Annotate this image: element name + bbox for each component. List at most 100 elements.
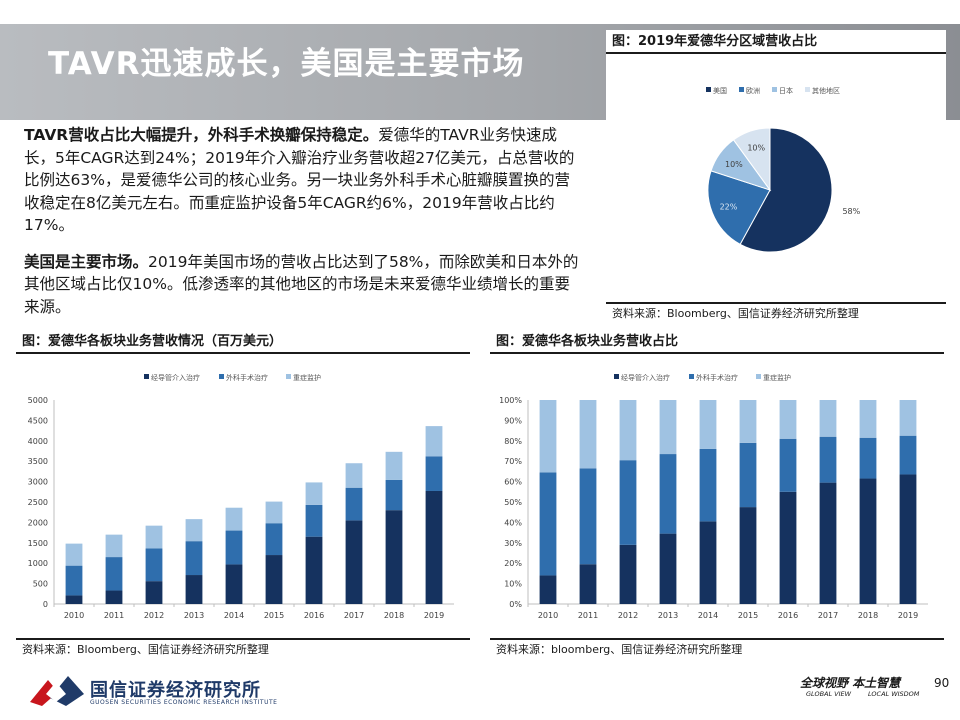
pie-slice — [732, 127, 771, 192]
x-tick-label: 2019 — [898, 611, 918, 620]
bar-segment — [539, 575, 557, 604]
y-tick-label: 4500 — [28, 416, 48, 425]
share-chart-panel: 图：爱德华各板块业务营收占比 经导管介入治疗 外科手术治疗 重症监护 0% 10% 20%… — [490, 330, 944, 658]
legend-label: 经导管介入治疗 — [621, 373, 670, 382]
bar-segment — [265, 523, 283, 556]
bar-segment — [345, 463, 363, 488]
legend-swatch — [756, 374, 761, 379]
x-tick-label: 2017 — [818, 611, 838, 620]
x-tick-label: 2010 — [64, 611, 84, 620]
bar-segment — [305, 504, 323, 537]
legend-swatch — [144, 374, 149, 379]
pie-slice — [739, 127, 833, 253]
revenue-chart-header: 图：爱德华各板块业务营收情况（百万美元） — [16, 330, 470, 354]
y-tick-label: 1500 — [28, 539, 48, 548]
logo-name-en: GUOSEN SECURITIES ECONOMIC RESEARCH INST… — [90, 699, 278, 706]
bar-segment — [859, 400, 877, 438]
revenue-chart-panel: 图：爱德华各板块业务营收情况（百万美元） 经导管介入治疗 外科手术治疗 重症监护 0 5… — [16, 330, 470, 658]
bar-segment — [859, 478, 877, 604]
share-percent-chart: 经导管介入治疗 外科手术治疗 重症监护 0% 10% 20% 30% 40% 50% 60% 70%… — [499, 373, 928, 620]
bar-segment — [819, 436, 837, 483]
pie-data-label: 10% — [747, 144, 765, 153]
y-tick-label: 2500 — [28, 498, 48, 507]
x-tick-label: 2019 — [424, 611, 444, 620]
bar-segment — [65, 543, 83, 566]
legend-label: 重症监护 — [293, 373, 321, 382]
bar-segment — [619, 544, 637, 604]
pie-data-label: 58% — [842, 207, 860, 216]
paragraph-tavr-text: 爱德华的TAVR业务快速成长，5年CAGR达到24%；2019年介入瓣治疗业务营… — [24, 126, 575, 234]
y-tick-label: 500 — [33, 580, 48, 589]
bar-segment — [659, 400, 677, 455]
legend-label: 美国 — [713, 86, 727, 95]
x-tick-label: 2018 — [384, 611, 404, 620]
bar-segment — [819, 482, 837, 604]
pie-data-label: 10% — [725, 160, 743, 169]
y-tick-label: 10% — [504, 580, 522, 589]
y-tick-label: 70% — [504, 457, 522, 466]
bar-segment — [699, 448, 717, 522]
pie-slice — [707, 170, 771, 246]
slogan-en-global: GLOBAL VIEW — [806, 690, 852, 698]
bar-segment — [659, 533, 677, 604]
y-tick-label: 2000 — [28, 518, 48, 527]
logo-name-cn: 国信证券经济研究所 — [90, 680, 261, 701]
bar-segment — [345, 487, 363, 521]
bar-segment — [185, 519, 203, 542]
x-tick-label: 2018 — [858, 611, 878, 620]
y-tick-label: 3500 — [28, 457, 48, 466]
legend-label: 重症监护 — [763, 373, 791, 382]
bar-segment — [779, 438, 797, 492]
bar-segment — [385, 479, 403, 511]
legend-label: 外科手术治疗 — [696, 373, 738, 382]
bar-segment — [385, 451, 403, 480]
paragraph-tavr-lead: TAVR营收占比大幅提升，外科手术换瓣保持稳定。 — [24, 126, 379, 144]
x-tick-label: 2012 — [618, 611, 638, 620]
bar-segment — [345, 520, 363, 604]
y-tick-label: 50% — [504, 498, 522, 507]
bar-segment — [105, 590, 123, 604]
x-tick-label: 2016 — [304, 611, 324, 620]
paragraph-market-text: 2019年美国市场的营收占比达到了58%，而除欧美和日本外的其他区域占比仅10%… — [24, 252, 579, 316]
y-tick-label: 80% — [504, 437, 522, 446]
bar-segment — [899, 400, 917, 436]
bar-segment — [65, 565, 83, 596]
bar-segment — [305, 536, 323, 604]
bar-segment — [539, 400, 557, 473]
slide-title: TAVR迅速成长，美国是主要市场 — [48, 46, 525, 82]
y-tick-label: 100% — [499, 396, 522, 405]
bar-segment — [105, 557, 123, 591]
y-tick-label: 90% — [504, 416, 522, 425]
legend-swatch — [286, 374, 291, 379]
bar-segment — [539, 472, 557, 576]
x-tick-label: 2013 — [658, 611, 678, 620]
bar-segment — [305, 482, 323, 505]
bar-segment — [579, 468, 597, 565]
bar-segment — [859, 437, 877, 479]
legend-label: 经导管介入治疗 — [151, 373, 200, 382]
bar-segment — [739, 400, 757, 443]
bar-segment — [185, 541, 203, 576]
y-tick-label: 40% — [504, 518, 522, 527]
legend-label: 外科手术治疗 — [226, 373, 268, 382]
bar-segment — [699, 521, 717, 604]
bar-segment — [225, 507, 243, 531]
page-number: 90 — [934, 676, 950, 690]
legend-swatch — [689, 374, 694, 379]
x-tick-label: 2017 — [344, 611, 364, 620]
paragraph-market: 美国是主要市场。2019年美国市场的营收占比达到了58%，而除欧美和日本外的其他… — [24, 251, 584, 319]
bar-segment — [779, 491, 797, 604]
pie-data-label: 22% — [720, 202, 738, 211]
paragraph-tavr: TAVR营收占比大幅提升，外科手术换瓣保持稳定。爱德华的TAVR业务快速成长，5… — [24, 124, 584, 237]
bar-segment — [145, 581, 163, 604]
bar-segment — [225, 530, 243, 565]
y-tick-label: 3000 — [28, 478, 48, 487]
x-tick-label: 2011 — [578, 611, 598, 620]
guosen-logo-icon — [30, 676, 84, 706]
bar-segment — [739, 442, 757, 508]
pie-chart: 美国 欧洲 日本 其他地区 58% 22% 10% 10% — [706, 86, 861, 253]
bar-segment — [65, 595, 83, 604]
bar-segment — [145, 548, 163, 582]
legend-swatch — [772, 87, 777, 92]
slogan-cn: 全球视野 本土智慧 — [800, 676, 901, 690]
